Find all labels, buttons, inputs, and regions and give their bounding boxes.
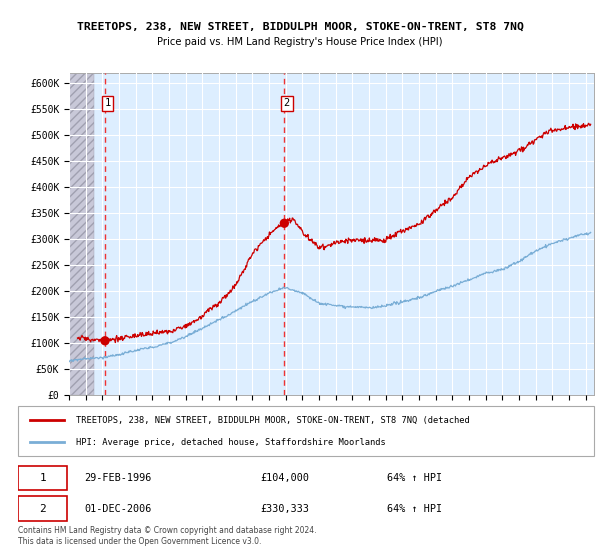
FancyBboxPatch shape (18, 466, 67, 489)
Text: 1: 1 (104, 99, 110, 109)
Text: TREETOPS, 238, NEW STREET, BIDDULPH MOOR, STOKE-ON-TRENT, ST8 7NQ (detached: TREETOPS, 238, NEW STREET, BIDDULPH MOOR… (76, 416, 469, 424)
Text: 29-FEB-1996: 29-FEB-1996 (84, 473, 152, 483)
Point (100, 337, 110, 346)
Text: 64% ↑ HPI: 64% ↑ HPI (386, 503, 442, 514)
Text: 2: 2 (284, 99, 290, 109)
Text: 01-DEC-2006: 01-DEC-2006 (84, 503, 152, 514)
Text: Price paid vs. HM Land Registry's House Price Index (HPI): Price paid vs. HM Land Registry's House … (157, 37, 443, 47)
Text: 1: 1 (40, 473, 46, 483)
Text: 64% ↑ HPI: 64% ↑ HPI (386, 473, 442, 483)
FancyBboxPatch shape (18, 497, 67, 521)
Text: HPI: Average price, detached house, Staffordshire Moorlands: HPI: Average price, detached house, Staf… (76, 438, 385, 447)
Text: 2: 2 (40, 503, 46, 514)
Text: Contains HM Land Registry data © Crown copyright and database right 2024.
This d: Contains HM Land Registry data © Crown c… (18, 526, 317, 546)
Text: TREETOPS, 238, NEW STREET, BIDDULPH MOOR, STOKE-ON-TRENT, ST8 7NQ: TREETOPS, 238, NEW STREET, BIDDULPH MOOR… (77, 21, 523, 31)
Text: £104,000: £104,000 (260, 473, 309, 483)
Point (280, 219, 289, 228)
Text: £330,333: £330,333 (260, 503, 309, 514)
